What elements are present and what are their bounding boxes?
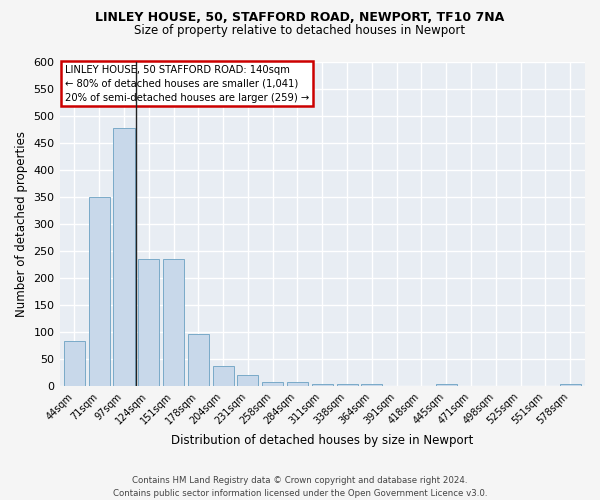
Bar [163, 259, 184, 386]
Bar [212, 366, 233, 386]
Text: LINLEY HOUSE, 50 STAFFORD ROAD: 140sqm
← 80% of detached houses are smaller (1,0: LINLEY HOUSE, 50 STAFFORD ROAD: 140sqm ←… [65, 64, 309, 102]
Bar [287, 382, 308, 386]
Bar [312, 384, 333, 386]
Text: LINLEY HOUSE, 50, STAFFORD ROAD, NEWPORT, TF10 7NA: LINLEY HOUSE, 50, STAFFORD ROAD, NEWPORT… [95, 11, 505, 24]
Bar [64, 342, 85, 386]
Bar [188, 334, 209, 386]
Bar [138, 259, 160, 386]
Bar [238, 376, 259, 386]
Bar [337, 384, 358, 386]
Bar [436, 384, 457, 386]
Text: Size of property relative to detached houses in Newport: Size of property relative to detached ho… [134, 24, 466, 37]
Bar [113, 128, 134, 386]
Text: Contains HM Land Registry data © Crown copyright and database right 2024.
Contai: Contains HM Land Registry data © Crown c… [113, 476, 487, 498]
X-axis label: Distribution of detached houses by size in Newport: Distribution of detached houses by size … [171, 434, 473, 448]
Y-axis label: Number of detached properties: Number of detached properties [15, 131, 28, 317]
Bar [89, 197, 110, 386]
Bar [361, 384, 382, 386]
Bar [560, 384, 581, 386]
Bar [262, 382, 283, 386]
